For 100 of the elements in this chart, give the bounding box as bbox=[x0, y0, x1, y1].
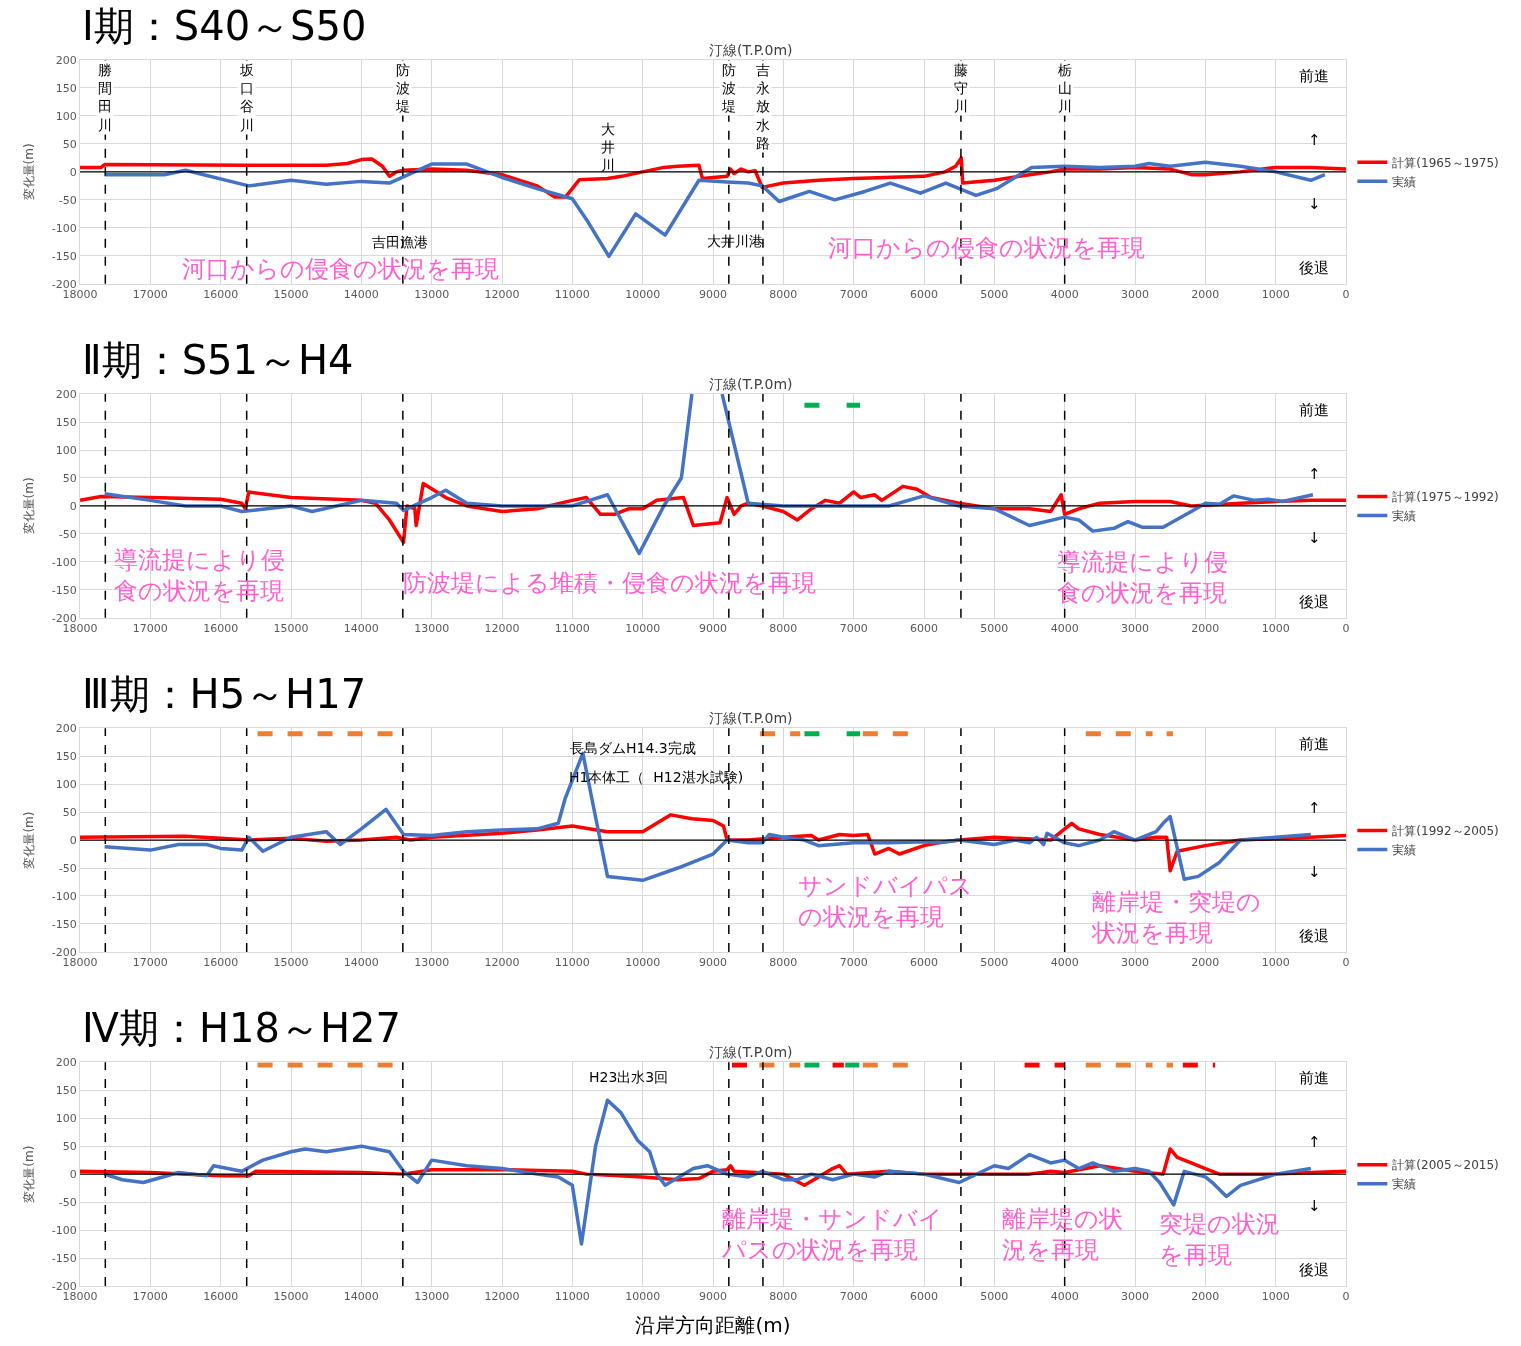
x-tick-label: 0 bbox=[1342, 956, 1350, 970]
legend-label: 実績 bbox=[1392, 175, 1417, 190]
y-tick-label: 0 bbox=[69, 499, 77, 513]
x-tick-label: 0 bbox=[1342, 622, 1350, 636]
x-tick-label: 17000 bbox=[132, 622, 168, 636]
chart-title: Ⅱ期：S51～H4 bbox=[82, 337, 354, 383]
annotation: ↑ bbox=[1308, 131, 1321, 149]
y-tick-label: -150 bbox=[51, 1251, 77, 1265]
x-tick-label: 13000 bbox=[414, 622, 450, 636]
x-tick-label: 17000 bbox=[132, 1290, 168, 1304]
annotation: ↓ bbox=[1308, 195, 1321, 213]
y-tick-label: 150 bbox=[55, 81, 77, 95]
legend-label: 計算(1975～1992) bbox=[1392, 490, 1499, 505]
y-tick-label: -100 bbox=[51, 1223, 77, 1237]
x-tick-label: 17000 bbox=[132, 287, 168, 301]
x-tick-label: 5000 bbox=[980, 956, 1009, 970]
y-axis-title: 変化量(m) bbox=[22, 477, 37, 535]
annotation: 前進 bbox=[1299, 1069, 1329, 1087]
annotation: 離岸堤・突堤の状況を再現 bbox=[1091, 888, 1261, 948]
x-tick-label: 2000 bbox=[1191, 622, 1220, 636]
x-tick-label: 5000 bbox=[980, 1290, 1009, 1304]
x-tick-label: 17000 bbox=[132, 956, 168, 970]
x-tick-label: 7000 bbox=[839, 622, 868, 636]
x-tick-label: 8000 bbox=[769, 956, 798, 970]
x-tick-label: 15000 bbox=[273, 287, 309, 301]
legend-label: 計算(1965～1975) bbox=[1392, 156, 1499, 171]
y-tick-label: -100 bbox=[51, 889, 77, 903]
annotation: 前進 bbox=[1299, 401, 1329, 419]
y-tick-label: 0 bbox=[69, 833, 77, 847]
y-tick-label: 150 bbox=[55, 415, 77, 429]
y-tick-label: 100 bbox=[55, 1112, 77, 1126]
x-tick-label: 6000 bbox=[910, 956, 938, 970]
x-tick-label: 1000 bbox=[1261, 956, 1290, 970]
annotation: ↑ bbox=[1308, 465, 1321, 483]
y-tick-label: -150 bbox=[51, 249, 77, 263]
x-tick-label: 1000 bbox=[1261, 622, 1290, 636]
x-tick-label: 4000 bbox=[1050, 1290, 1079, 1304]
y-tick-label: 200 bbox=[55, 1056, 77, 1070]
text: 汀線(T.P.0m) bbox=[709, 710, 793, 726]
y-tick-label: 50 bbox=[62, 805, 77, 819]
annotation: 長島ダムH14.3完成 bbox=[570, 740, 696, 756]
x-tick-label: 11000 bbox=[554, 622, 590, 636]
x-tick-label: 16000 bbox=[203, 622, 239, 636]
y-tick-label: 150 bbox=[55, 1084, 77, 1098]
ref-line-label: 勝間田川 bbox=[98, 62, 112, 133]
y-tick-label: -150 bbox=[51, 583, 77, 597]
y-tick-label: -50 bbox=[58, 193, 77, 207]
y-tick-label: 200 bbox=[55, 387, 77, 401]
x-tick-label: 9000 bbox=[699, 1290, 727, 1304]
x-tick-label: 14000 bbox=[343, 956, 379, 970]
text: 汀線(T.P.0m) bbox=[709, 1044, 793, 1060]
x-tick-label: 0 bbox=[1342, 287, 1350, 301]
legend-label: 実績 bbox=[1392, 843, 1417, 858]
legend-label: 計算(1992～2005) bbox=[1392, 824, 1499, 839]
y-tick-label: 200 bbox=[55, 722, 77, 736]
annotation: 突堤の状況を再現 bbox=[1159, 1210, 1280, 1270]
y-tick-label: -200 bbox=[51, 611, 77, 625]
annotation: 導流提により侵食の状況を再現 bbox=[1057, 548, 1228, 608]
annotation: 前進 bbox=[1299, 67, 1329, 85]
x-tick-label: 9000 bbox=[699, 622, 727, 636]
ref-line-label: 吉永放水路 bbox=[756, 62, 770, 151]
x-tick-label: 4000 bbox=[1050, 287, 1079, 301]
x-tick-label: 2000 bbox=[1191, 1290, 1220, 1304]
y-tick-label: -50 bbox=[58, 1195, 77, 1209]
x-tick-label: 6000 bbox=[910, 287, 938, 301]
x-tick-label: 10000 bbox=[625, 622, 661, 636]
x-tick-label: 5000 bbox=[980, 622, 1009, 636]
ref-line-label: 防波堤 bbox=[395, 62, 410, 115]
y-tick-label: -100 bbox=[51, 555, 77, 569]
x-tick-label: 7000 bbox=[839, 1290, 868, 1304]
x-tick-label: 3000 bbox=[1121, 287, 1149, 301]
x-tick-label: 9000 bbox=[699, 287, 727, 301]
x-tick-label: 16000 bbox=[203, 1290, 239, 1304]
annotation: 後退 bbox=[1299, 927, 1329, 945]
x-tick-label: 6000 bbox=[910, 622, 938, 636]
x-tick-label: 4000 bbox=[1050, 956, 1079, 970]
y-tick-label: 100 bbox=[55, 443, 77, 457]
y-axis-title: 変化量(m) bbox=[22, 811, 37, 869]
x-tick-label: 12000 bbox=[484, 287, 520, 301]
annotation: 離岸堤・サンドバイパスの状況を再現 bbox=[721, 1205, 943, 1265]
x-tick-label: 18000 bbox=[62, 956, 98, 970]
x-axis-title: 沿岸方向距離(m) bbox=[635, 1312, 791, 1337]
chart-title: Ⅳ期：H18～H27 bbox=[82, 1005, 401, 1051]
x-tick-label: 8000 bbox=[769, 1290, 798, 1304]
x-tick-label: 3000 bbox=[1121, 622, 1149, 636]
x-tick-label: 13000 bbox=[414, 1290, 450, 1304]
legend-label: 実績 bbox=[1392, 1177, 1417, 1192]
annotation: 前進 bbox=[1299, 735, 1329, 753]
annotation: 防波堤による堆積・侵食の状況を再現 bbox=[403, 569, 816, 597]
annotation: ↓ bbox=[1308, 1197, 1321, 1215]
x-tick-label: 13000 bbox=[414, 956, 450, 970]
x-tick-label: 12000 bbox=[484, 1290, 520, 1304]
x-tick-label: 2000 bbox=[1191, 956, 1220, 970]
text: 汀線(T.P.0m) bbox=[709, 42, 793, 58]
x-tick-label: 11000 bbox=[554, 287, 590, 301]
annotation: H23出水3回 bbox=[589, 1069, 669, 1085]
annotation: ↑ bbox=[1308, 799, 1321, 817]
y-tick-label: -100 bbox=[51, 221, 77, 235]
ref-line-label: 栃山川 bbox=[1058, 62, 1072, 115]
x-tick-label: 15000 bbox=[273, 622, 309, 636]
